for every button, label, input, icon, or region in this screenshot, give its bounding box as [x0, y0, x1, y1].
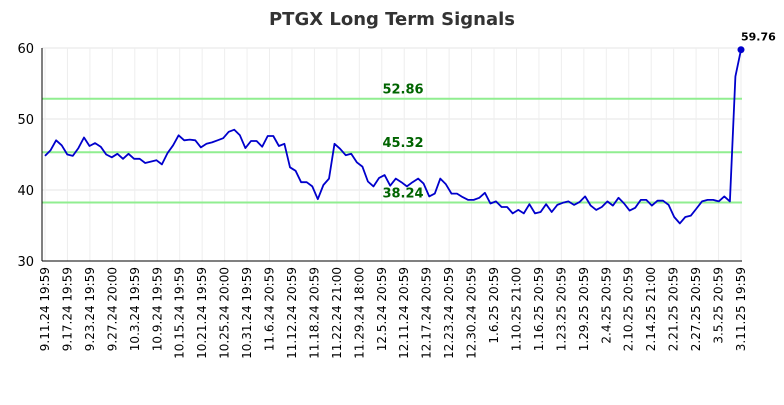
chart-title: PTGX Long Term Signals: [269, 9, 515, 30]
last-point-marker: [737, 46, 745, 54]
x-tick-label: 10.31.24 19:59: [240, 267, 254, 359]
x-tick-label: 9.23.24 19:59: [83, 267, 97, 351]
y-tick-label: 40: [17, 184, 34, 199]
x-tick-label: 1.23.25 20:59: [554, 267, 568, 351]
x-tick-label: 1.29.25 20:59: [577, 267, 591, 351]
x-tick-label: 2.27.25 20:59: [689, 267, 703, 351]
signal-levels: [42, 97, 742, 204]
x-tick-label: 12.17.24 20:59: [420, 267, 434, 359]
x-tick-label: 2.14.25 21:00: [644, 267, 658, 351]
x-tick-label: 9.27.24 20:00: [105, 267, 119, 351]
y-tick-label: 50: [17, 113, 34, 128]
y-tick-label: 30: [17, 255, 34, 270]
x-tick-label: 2.21.25 20:59: [667, 267, 681, 351]
x-tick-label: 10.21.24 19:59: [195, 267, 209, 359]
x-tick-label: 11.29.24 18:00: [352, 267, 366, 359]
x-tick-label: 2.10.25 20:59: [622, 267, 636, 351]
x-tick-label: 1.10.25 21:00: [509, 267, 523, 351]
x-tick-label: 10.3.24 19:59: [128, 267, 142, 351]
x-tick-label: 12.23.24 20:59: [442, 267, 456, 359]
x-tick-label: 3.11.25 19:59: [734, 267, 748, 351]
x-tick-label: 1.16.25 20:59: [532, 267, 546, 351]
signal-level-label: 45.32: [382, 136, 423, 151]
x-tick-label: 12.11.24 20:59: [397, 267, 411, 359]
last-point-label: 59.76: [741, 31, 776, 44]
signal-level-label: 38.24: [382, 186, 423, 201]
x-tick-label: 12.5.24 20:59: [375, 267, 389, 351]
x-tick-label: 12.30.24 20:59: [465, 267, 479, 359]
labels: 52.86 45.32 38.24 59.76: [382, 31, 776, 202]
x-tick-label: 2.4.25 20:59: [599, 267, 613, 344]
series-line: [44, 49, 742, 225]
x-tick-label: 3.5.25 20:59: [712, 267, 726, 344]
y-tick-label: 60: [17, 42, 34, 57]
x-tick-label: 11.6.24 20:59: [263, 267, 277, 351]
signal-level-label: 52.86: [382, 83, 423, 98]
series-group: [44, 46, 745, 225]
x-tick-label: 9.11.24 19:59: [38, 267, 52, 351]
x-tick-label: 1.6.25 20:59: [487, 267, 501, 344]
x-tick-label: 10.25.24 20:00: [218, 267, 232, 359]
x-tick-label: 11.22.24 21:00: [330, 267, 344, 359]
axes: 30 40 50 60 9.11.24 19:59 9.17.24 19:59 9.23.2…: [17, 42, 748, 359]
x-tick-label: 10.15.24 19:59: [173, 267, 187, 359]
x-tick-label: 10.9.24 19:59: [150, 267, 164, 351]
x-tick-label: 11.12.24 20:59: [285, 267, 299, 359]
grid: [42, 47, 742, 262]
x-tick-label: 9.17.24 19:59: [60, 267, 74, 351]
x-tick-label: 11.18.24 20:59: [307, 267, 321, 359]
